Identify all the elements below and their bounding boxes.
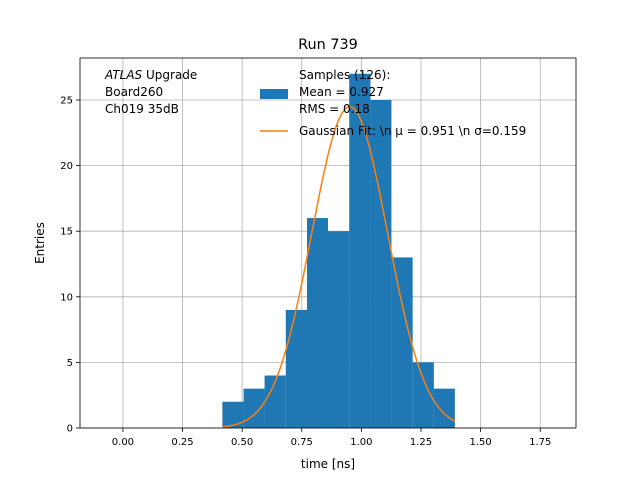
chart-title: Run 739 <box>298 37 358 53</box>
histogram-bar-7 <box>370 99 392 429</box>
histogram-bar-5 <box>328 231 350 428</box>
legend-fit-label: Gaussian Fit: \n μ = 0.951 \n σ=0.159 <box>299 124 526 138</box>
histogram-bar-2 <box>264 375 286 428</box>
x-tick-label-7: 1.75 <box>529 437 551 448</box>
plot-area <box>79 57 577 429</box>
x-tick-label-1: 0.25 <box>171 437 193 448</box>
x-tick-label-6: 1.50 <box>469 437 491 448</box>
y-axis-ticks: 0 5 10 15 20 25 <box>60 95 80 435</box>
histogram-bar-9 <box>412 362 434 428</box>
histogram-bar-0 <box>222 401 244 428</box>
x-tick-label-5: 1.25 <box>410 437 432 448</box>
histogram-bar-4 <box>307 218 328 428</box>
y-tick-label-3: 15 <box>60 227 73 238</box>
plot-frame <box>79 57 577 429</box>
y-axis-label: Entries <box>33 222 47 264</box>
x-tick-label-0: 0.00 <box>112 437 134 448</box>
histogram-bar-6 <box>349 73 371 428</box>
histogram-bar-3 <box>285 309 308 428</box>
x-tick-label-3: 0.75 <box>291 437 313 448</box>
atlas-annotation: ATLAS Upgrade Board260 Ch019 35dB <box>104 68 197 116</box>
x-tick-label-2: 0.50 <box>231 437 253 448</box>
y-tick-label-1: 5 <box>67 358 73 369</box>
legend-samples-line-3: RMS = 0.18 <box>299 102 370 116</box>
annotation-line-3: Ch019 35dB <box>105 102 179 116</box>
y-tick-label-4: 20 <box>60 161 73 172</box>
y-tick-label-2: 10 <box>60 292 73 303</box>
annotation-line-2: Board260 <box>105 85 163 99</box>
x-axis-ticks: 0.00 0.25 0.50 0.75 1.00 1.25 1.50 1.75 <box>112 428 551 448</box>
annotation-upgrade: Upgrade <box>142 68 197 82</box>
x-tick-label-4: 1.00 <box>350 437 372 448</box>
histogram-bar-1 <box>243 388 265 428</box>
x-axis-label: time [ns] <box>301 457 355 471</box>
histogram-bar-10 <box>433 388 455 428</box>
y-tick-label-0: 0 <box>67 424 73 435</box>
atlas-label: ATLAS <box>104 68 143 82</box>
histogram-bar-8 <box>391 257 413 428</box>
y-tick-label-5: 25 <box>60 95 73 106</box>
legend-patch-samples <box>260 89 288 99</box>
annotation-line-1: ATLAS Upgrade <box>104 68 197 82</box>
legend-samples-line-1: Samples (126): <box>299 68 390 82</box>
gaussian-fit-line <box>222 105 456 428</box>
legend-samples-line-2: Mean = 0.927 <box>299 85 384 99</box>
legend: Samples (126): Mean = 0.927 RMS = 0.18 G… <box>260 68 526 138</box>
